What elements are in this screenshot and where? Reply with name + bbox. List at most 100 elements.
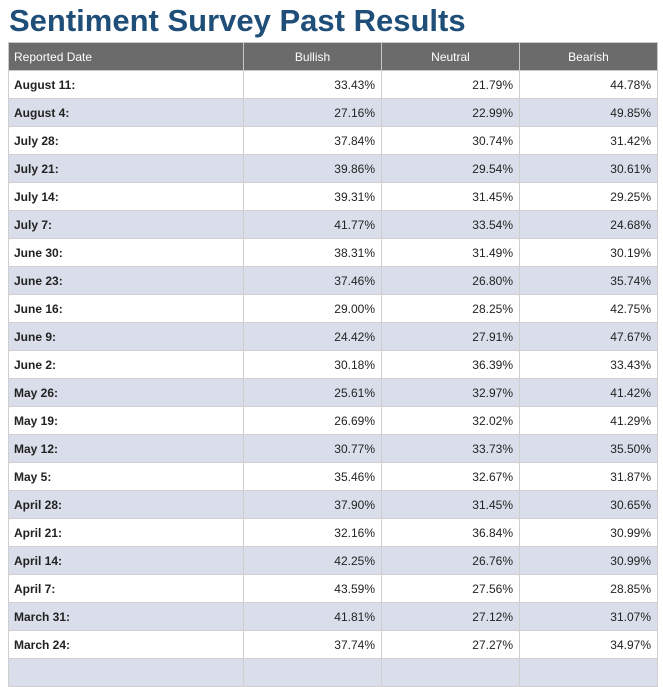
reported-date-cell: April 28:: [8, 490, 244, 519]
reported-date-cell: April 7:: [8, 574, 244, 603]
bullish-cell: 42.25%: [243, 546, 382, 575]
bullish-cell: 27.16%: [243, 98, 382, 127]
reported-date-cell: July 7:: [8, 210, 244, 239]
bearish-cell: 35.50%: [519, 434, 658, 463]
reported-date-cell: July 28:: [8, 126, 244, 155]
bullish-cell: 26.69%: [243, 406, 382, 435]
neutral-cell: 32.97%: [381, 378, 520, 407]
bearish-cell: 24.68%: [519, 210, 658, 239]
bullish-cell: 30.18%: [243, 350, 382, 379]
bearish-cell: 30.99%: [519, 546, 658, 575]
bullish-cell: 37.84%: [243, 126, 382, 155]
bearish-cell: 35.74%: [519, 266, 658, 295]
table-row: May 26: 25.61% 32.97% 41.42%: [8, 378, 658, 407]
neutral-cell: 27.12%: [381, 602, 520, 631]
neutral-cell: 27.91%: [381, 322, 520, 351]
neutral-cell: 21.79%: [381, 70, 520, 99]
bullish-cell: 35.46%: [243, 462, 382, 491]
bearish-cell: 47.67%: [519, 322, 658, 351]
bullish-cell: 41.81%: [243, 602, 382, 631]
results-table: Reported Date Bullish Neutral Bearish Au…: [8, 42, 658, 687]
reported-date-cell: May 26:: [8, 378, 244, 407]
reported-date-cell: June 16:: [8, 294, 244, 323]
bullish-cell: 43.59%: [243, 574, 382, 603]
neutral-cell: 27.27%: [381, 630, 520, 659]
reported-date-cell: March 31:: [8, 602, 244, 631]
neutral-cell: 33.73%: [381, 434, 520, 463]
neutral-cell: 36.84%: [381, 518, 520, 547]
table-row: August 4: 27.16% 22.99% 49.85%: [8, 98, 658, 127]
header-neutral[interactable]: Neutral: [381, 42, 520, 71]
neutral-cell: 36.39%: [381, 350, 520, 379]
bullish-cell: 37.46%: [243, 266, 382, 295]
neutral-cell: 33.54%: [381, 210, 520, 239]
bullish-cell: [243, 658, 382, 687]
neutral-cell: 32.67%: [381, 462, 520, 491]
table-row: May 19: 26.69% 32.02% 41.29%: [8, 406, 658, 435]
neutral-cell: 31.45%: [381, 490, 520, 519]
bullish-cell: 25.61%: [243, 378, 382, 407]
table-row: June 30: 38.31% 31.49% 30.19%: [8, 238, 658, 267]
header-bullish[interactable]: Bullish: [243, 42, 382, 71]
neutral-cell: 31.49%: [381, 238, 520, 267]
reported-date-cell: May 12:: [8, 434, 244, 463]
table-row: [8, 658, 658, 687]
table-row: May 12: 30.77% 33.73% 35.50%: [8, 434, 658, 463]
neutral-cell: 29.54%: [381, 154, 520, 183]
table-row: March 31: 41.81% 27.12% 31.07%: [8, 602, 658, 631]
bearish-cell: 44.78%: [519, 70, 658, 99]
page-title: Sentiment Survey Past Results: [9, 3, 466, 38]
bullish-cell: 37.74%: [243, 630, 382, 659]
bullish-cell: 32.16%: [243, 518, 382, 547]
table-header: Reported Date Bullish Neutral Bearish: [8, 42, 658, 71]
bearish-cell: 41.42%: [519, 378, 658, 407]
table-row: April 28: 37.90% 31.45% 30.65%: [8, 490, 658, 519]
bullish-cell: 30.77%: [243, 434, 382, 463]
reported-date-cell: June 23:: [8, 266, 244, 295]
table-row: April 14: 42.25% 26.76% 30.99%: [8, 546, 658, 575]
bearish-cell: [519, 658, 658, 687]
neutral-cell: 28.25%: [381, 294, 520, 323]
reported-date-cell: [8, 658, 244, 687]
table-row: April 21: 32.16% 36.84% 30.99%: [8, 518, 658, 547]
neutral-cell: [381, 658, 520, 687]
bearish-cell: 34.97%: [519, 630, 658, 659]
neutral-cell: 26.80%: [381, 266, 520, 295]
reported-date-cell: March 24:: [8, 630, 244, 659]
bearish-cell: 30.19%: [519, 238, 658, 267]
bullish-cell: 33.43%: [243, 70, 382, 99]
bullish-cell: 38.31%: [243, 238, 382, 267]
reported-date-cell: April 21:: [8, 518, 244, 547]
bearish-cell: 28.85%: [519, 574, 658, 603]
table-row: July 28: 37.84% 30.74% 31.42%: [8, 126, 658, 155]
bearish-cell: 49.85%: [519, 98, 658, 127]
reported-date-cell: August 11:: [8, 70, 244, 99]
reported-date-cell: July 14:: [8, 182, 244, 211]
reported-date-cell: June 9:: [8, 322, 244, 351]
neutral-cell: 31.45%: [381, 182, 520, 211]
reported-date-cell: June 2:: [8, 350, 244, 379]
reported-date-cell: May 5:: [8, 462, 244, 491]
table-row: July 21: 39.86% 29.54% 30.61%: [8, 154, 658, 183]
reported-date-cell: August 4:: [8, 98, 244, 127]
bearish-cell: 30.99%: [519, 518, 658, 547]
bearish-cell: 29.25%: [519, 182, 658, 211]
header-reported-date[interactable]: Reported Date: [8, 42, 244, 71]
header-row: Reported Date Bullish Neutral Bearish: [8, 42, 658, 71]
bullish-cell: 24.42%: [243, 322, 382, 351]
reported-date-cell: April 14:: [8, 546, 244, 575]
table-row: June 9: 24.42% 27.91% 47.67%: [8, 322, 658, 351]
bearish-cell: 31.87%: [519, 462, 658, 491]
neutral-cell: 26.76%: [381, 546, 520, 575]
bearish-cell: 30.65%: [519, 490, 658, 519]
bullish-cell: 29.00%: [243, 294, 382, 323]
table-body: August 11: 33.43% 21.79% 44.78% August 4: 27.…: [8, 70, 658, 687]
table-row: April 7: 43.59% 27.56% 28.85%: [8, 574, 658, 603]
neutral-cell: 27.56%: [381, 574, 520, 603]
table-row: July 14: 39.31% 31.45% 29.25%: [8, 182, 658, 211]
header-bearish[interactable]: Bearish: [519, 42, 658, 71]
bullish-cell: 39.31%: [243, 182, 382, 211]
bearish-cell: 31.42%: [519, 126, 658, 155]
neutral-cell: 32.02%: [381, 406, 520, 435]
neutral-cell: 22.99%: [381, 98, 520, 127]
